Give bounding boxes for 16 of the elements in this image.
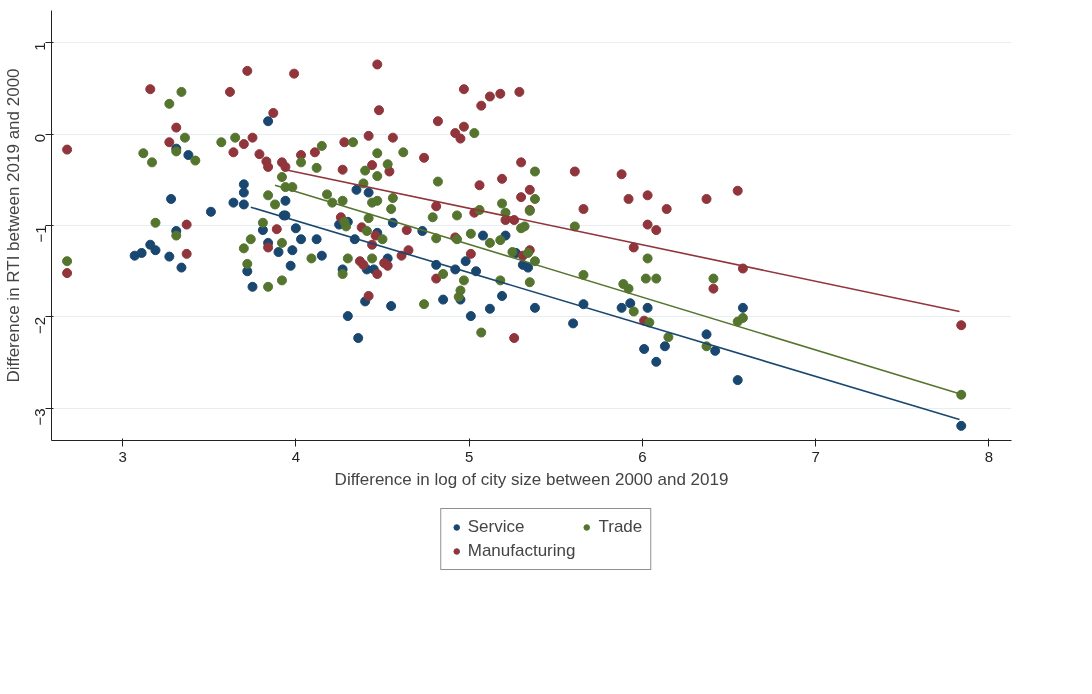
y-tick-label: 1 — [31, 42, 49, 51]
x-tick-label: 3 — [118, 447, 127, 465]
y-tick-label: −1 — [31, 225, 49, 243]
y-tick-label: −3 — [31, 408, 49, 426]
y-axis-title: Difference in RTI between 2019 and 2000 — [3, 68, 23, 383]
legend-label: Trade — [598, 516, 643, 537]
x-tick-label: 8 — [984, 447, 994, 465]
x-tick-label: 5 — [464, 447, 474, 465]
x-tick-label: 6 — [638, 447, 647, 465]
x-tick-label: 4 — [291, 447, 300, 465]
y-tick-label: −2 — [31, 316, 49, 335]
y-tick-label: 0 — [31, 134, 49, 143]
legend-label: Service — [467, 516, 525, 537]
x-axis-title: Difference in log of city size between 2000 and 2019 — [334, 469, 729, 489]
legend-label: Manufacturing — [467, 540, 576, 561]
x-tick-label: 7 — [811, 447, 820, 465]
